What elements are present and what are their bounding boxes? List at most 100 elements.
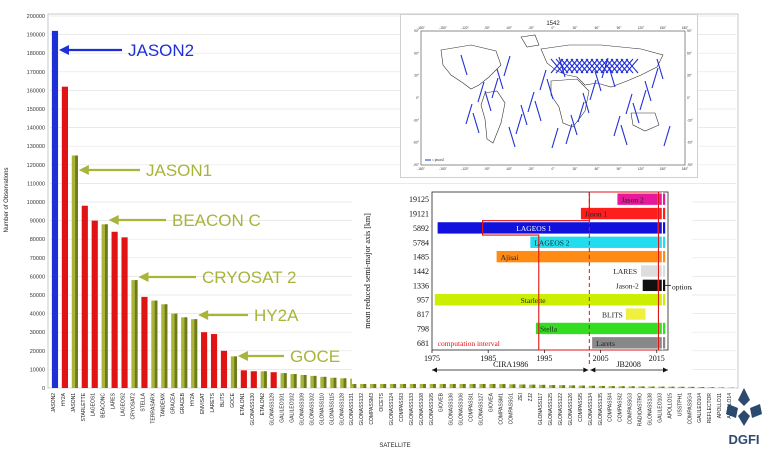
x-tick-label: GLONASS102 xyxy=(309,393,315,426)
bar xyxy=(121,237,127,388)
x-tick-label: COMPASSM3 xyxy=(369,393,375,425)
timeline-row-label: 681 xyxy=(417,339,429,348)
map-lat-tick: 90° xyxy=(414,29,420,33)
x-tick-label: COMPASSG3 xyxy=(628,393,634,425)
y-tick-label: 90000 xyxy=(30,219,45,225)
x-tick-label: COMPASSG1 xyxy=(508,393,514,425)
bar-shade xyxy=(702,387,705,388)
x-tick-label: GLONASS124 xyxy=(389,393,395,426)
timeline-x-tick-label: 1995 xyxy=(536,354,552,363)
bar-shade xyxy=(175,314,178,388)
map-lat-tick: -90° xyxy=(413,163,420,167)
x-tick-label: ETALON2 xyxy=(260,393,266,416)
bar-shade xyxy=(344,378,347,388)
bar-shade xyxy=(572,385,575,388)
x-tick-label: STELLA xyxy=(140,392,146,411)
x-tick-label: GLONASS133 xyxy=(409,393,415,426)
x-tick-label: GLONASS125 xyxy=(548,393,554,426)
bar-shade xyxy=(532,385,535,388)
bar-shade xyxy=(592,386,595,388)
x-tick-label: COMPASSM1 xyxy=(498,393,504,425)
x-tick-label: LAGEOS2 xyxy=(121,393,127,417)
bar-shade xyxy=(314,376,317,388)
bar-shade xyxy=(493,384,496,388)
x-tick-label: GLONASS128 xyxy=(339,393,345,426)
x-tick-label: COMPASSI2 xyxy=(618,393,624,422)
bar xyxy=(62,87,68,388)
map-lat-tick: 0° xyxy=(416,96,420,100)
x-tick-label: GALILEO101 xyxy=(280,393,286,423)
bar-shade xyxy=(503,384,506,388)
y-axis-label: Number of Observations xyxy=(4,167,10,232)
timeline-row-label: 19121 xyxy=(409,210,429,219)
map-lon-tick: 60° xyxy=(595,167,601,171)
map-svg: 1542-180°-180°-150°-150°-120°-120°-90°-9… xyxy=(401,15,697,177)
x-tick-label: BLITS xyxy=(220,392,226,407)
map-lon-tick: -180° xyxy=(417,167,425,171)
x-tick-label: LAGEOS1 xyxy=(91,393,97,417)
bar-shade xyxy=(264,371,267,388)
bar-shade xyxy=(234,356,237,388)
timeline-bar-label: Stella xyxy=(540,325,558,334)
annotation-label: JASON1 xyxy=(146,161,212,180)
x-axis-label: SATELLITE xyxy=(379,443,410,449)
bar-shade xyxy=(711,387,714,388)
x-tick-label: GIOVEB xyxy=(439,392,445,412)
computation-interval-label: computation interval xyxy=(438,339,500,348)
y-tick-label: 110000 xyxy=(27,181,45,187)
y-tick-label: 70000 xyxy=(30,256,45,262)
bar-shade xyxy=(662,387,665,388)
timeline-row-label: 5892 xyxy=(413,224,429,233)
timeline-bar-label: BLITS xyxy=(602,310,623,319)
x-tick-label: GLONASS109 xyxy=(300,393,306,426)
x-tick-label: GLONASS115 xyxy=(329,393,335,425)
bar xyxy=(211,334,217,388)
annotation-label: JASON2 xyxy=(128,41,194,60)
x-tick-label: GLONASS132 xyxy=(359,393,365,426)
x-tick-label: GLONASS135 xyxy=(598,393,604,426)
x-tick-label: TERRASARX xyxy=(150,392,156,423)
y-tick-label: 160000 xyxy=(27,88,45,94)
map-lon-tick: 120° xyxy=(638,26,645,30)
bar-shade xyxy=(165,304,168,388)
x-tick-label: COMPASSI3 xyxy=(399,393,405,422)
bar xyxy=(201,332,207,388)
bar xyxy=(271,372,277,388)
x-tick-label: GLONASS134 xyxy=(588,393,594,426)
y-tick-label: 180000 xyxy=(27,51,45,57)
map-lon-tick: -60° xyxy=(506,26,513,30)
y-tick-label: 50000 xyxy=(30,293,45,299)
timeline-row-label: 798 xyxy=(417,324,429,333)
map-lat-tick: -60° xyxy=(687,141,694,145)
y-tick-label: 200000 xyxy=(27,14,45,20)
y-tick-label: 60000 xyxy=(30,274,45,280)
bar-shade xyxy=(294,374,297,388)
map-lat-tick: 30° xyxy=(414,74,420,78)
annotation-label: HY2A xyxy=(254,306,299,325)
map-lat-tick: -30° xyxy=(413,118,420,122)
x-tick-label: RADIOASTRO xyxy=(638,393,644,426)
bar xyxy=(221,351,227,388)
dgfi-logo-text: DGFI xyxy=(728,432,759,447)
timeline-x-tick-label: 1975 xyxy=(424,354,440,363)
bar-shade xyxy=(105,224,108,388)
bar-shade xyxy=(483,384,486,388)
x-tick-label: ETALON1 xyxy=(240,393,246,416)
timeline-bar xyxy=(626,308,646,319)
map-lat-tick: -30° xyxy=(687,118,694,122)
map-lon-tick: 150° xyxy=(660,167,667,171)
dgfi-logo: DGFI xyxy=(720,386,768,448)
y-tick-labels: 0100002000030000400005000060000700008000… xyxy=(27,14,45,392)
map-lat-tick: 30° xyxy=(687,74,693,78)
timeline-x-tick-label: 2015 xyxy=(649,354,665,363)
timeline-bar-label: Starlette xyxy=(521,296,547,305)
bar xyxy=(112,232,118,388)
y-tick-label: 150000 xyxy=(27,107,45,113)
annotation-label: CRYOSAT 2 xyxy=(202,268,296,287)
y-tick-label: 100000 xyxy=(27,200,45,206)
timeline-row-label: 5784 xyxy=(413,238,429,247)
bar-shade xyxy=(642,386,645,388)
cira-label: CIRA1986 xyxy=(493,360,528,369)
ground-track-map: 1542-180°-180°-150°-150°-120°-120°-90°-9… xyxy=(400,14,698,178)
